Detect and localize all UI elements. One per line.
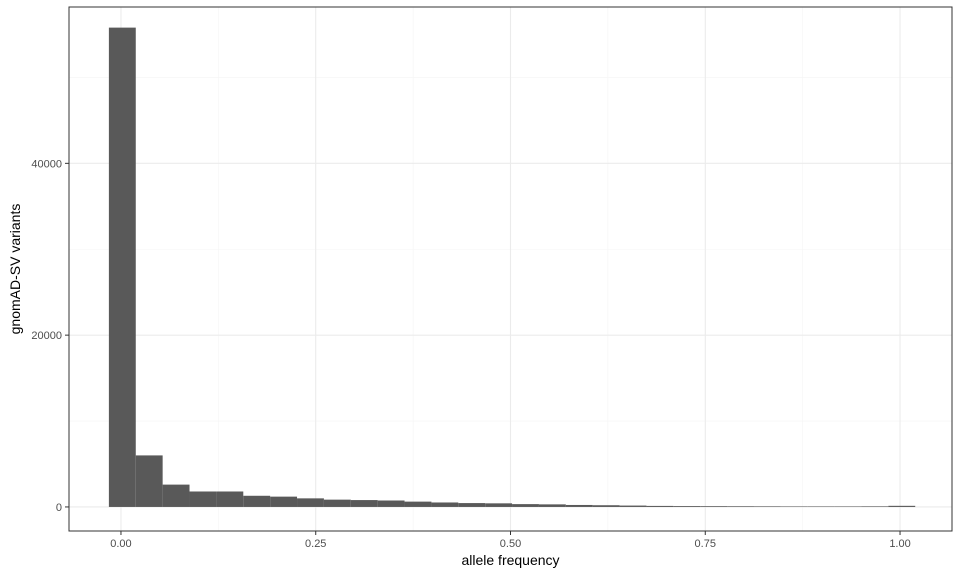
histogram-bar	[619, 505, 647, 507]
histogram-bar	[350, 500, 378, 507]
histogram-bar	[108, 27, 136, 507]
x-tick-label: 0.75	[695, 538, 716, 550]
x-tick-label: 0.25	[305, 538, 326, 550]
histogram-bars	[108, 27, 916, 507]
histogram-bar	[189, 491, 217, 507]
y-tick-label: 40000	[31, 158, 62, 170]
histogram-bar	[646, 505, 674, 507]
y-axis-ticks: 0 20000 40000	[31, 158, 69, 514]
histogram-bar	[861, 506, 889, 507]
histogram-bar	[243, 495, 271, 507]
histogram-bar	[700, 506, 728, 507]
histogram-bar	[162, 484, 190, 507]
histogram-bar	[404, 501, 432, 507]
y-tick-label: 0	[56, 502, 62, 514]
histogram-bar	[592, 505, 620, 507]
histogram-bar	[807, 506, 835, 507]
x-axis-ticks: 0.00 0.25 0.50 0.75 1.00	[110, 531, 911, 550]
histogram-bar	[512, 504, 539, 507]
histogram-bar	[431, 502, 459, 507]
histogram-bar	[834, 506, 862, 507]
x-tick-label: 0.50	[500, 538, 521, 550]
y-tick-label: 20000	[31, 330, 62, 342]
histogram-bar	[377, 500, 405, 507]
histogram-bar	[485, 503, 513, 507]
histogram-bar	[753, 506, 781, 507]
histogram-bar	[135, 455, 163, 507]
histogram-bar	[673, 506, 701, 507]
histogram-bar	[727, 506, 754, 507]
x-tick-label: 1.00	[889, 538, 910, 550]
histogram-bar	[297, 498, 324, 507]
x-tick-label: 0.00	[110, 538, 131, 550]
histogram-bar	[538, 504, 566, 507]
y-axis-title: gnomAD-SV variants	[7, 204, 23, 335]
histogram-bar	[888, 505, 916, 507]
histogram-bar	[780, 506, 808, 507]
x-axis-title: allele frequency	[461, 552, 559, 568]
histogram-bar	[458, 503, 486, 507]
histogram-bar	[323, 499, 351, 507]
histogram-bar	[565, 504, 593, 507]
histogram-bar	[270, 496, 298, 507]
histogram-bar	[216, 491, 244, 507]
